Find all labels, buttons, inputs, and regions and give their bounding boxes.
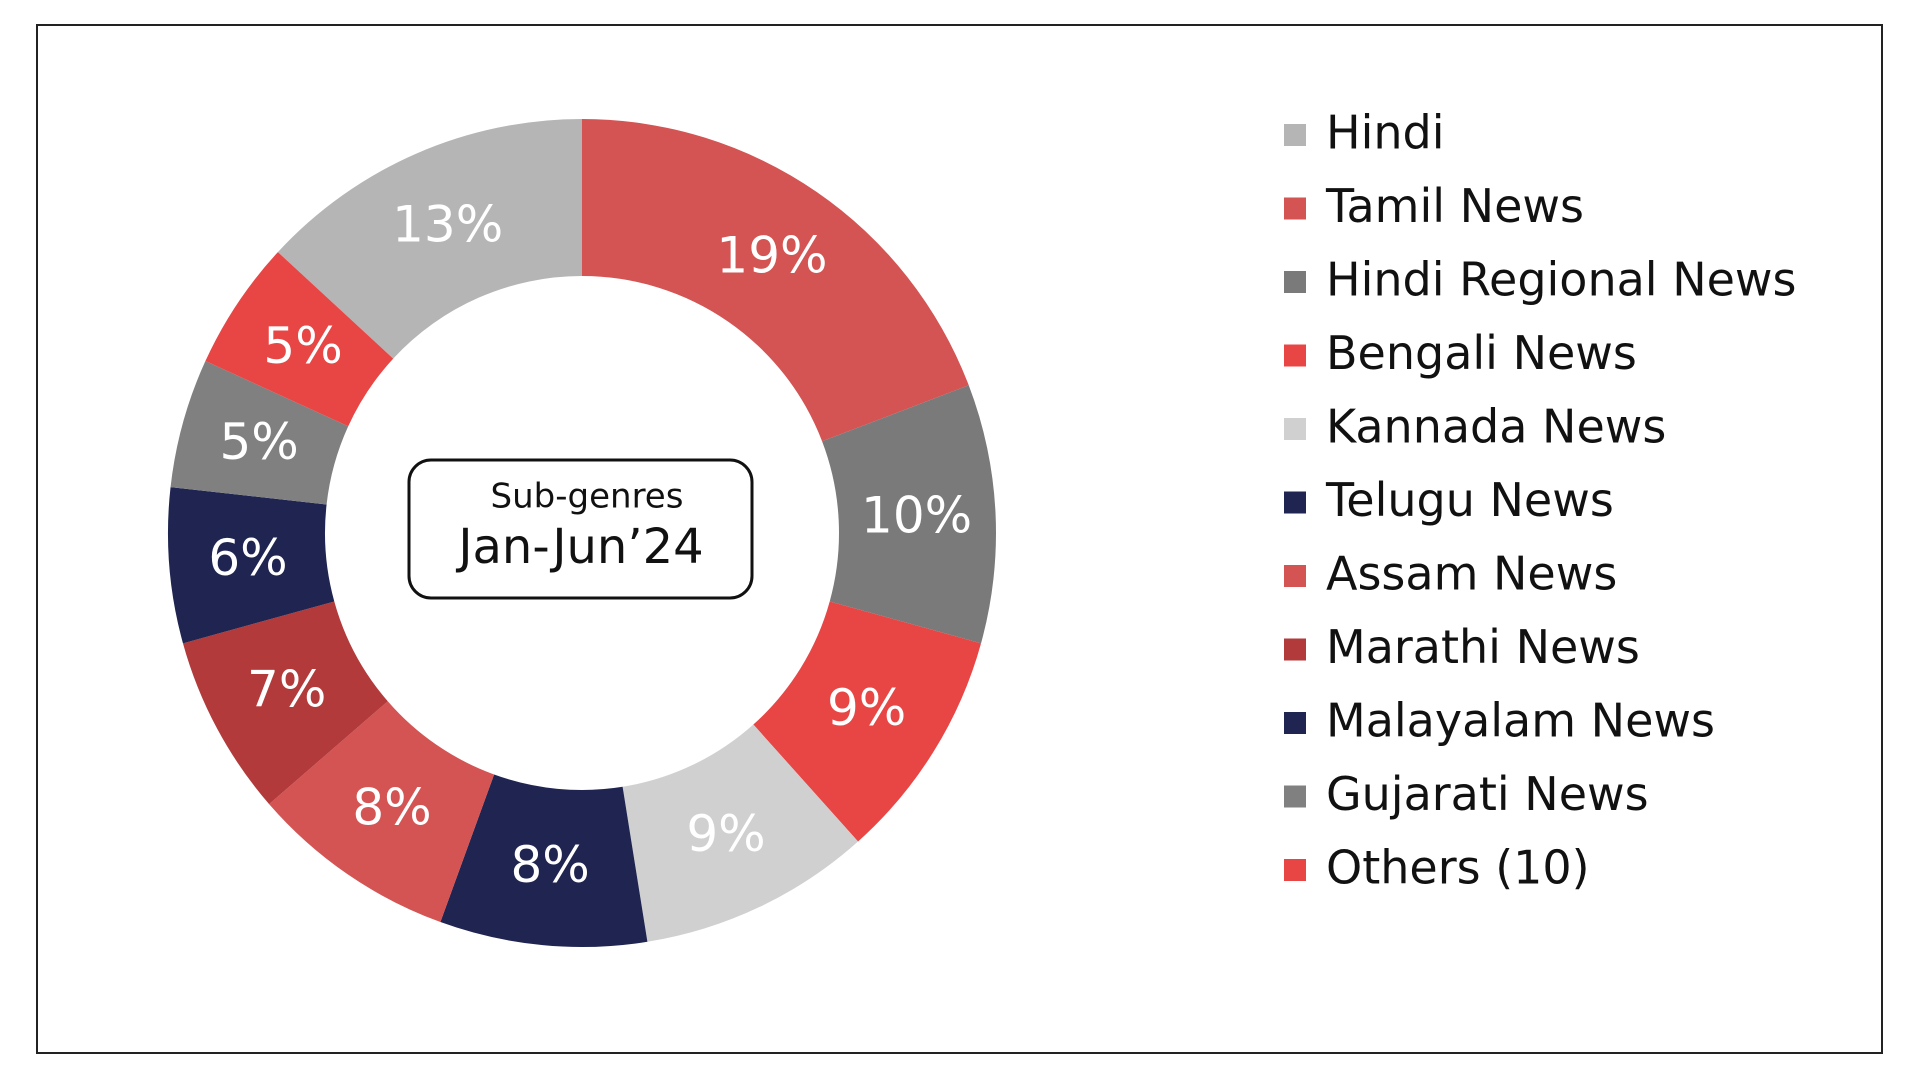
legend-swatch	[1284, 859, 1306, 881]
slice	[753, 601, 982, 842]
legend-swatch	[1284, 197, 1306, 220]
slice	[182, 601, 388, 805]
legend-label: Marathi News	[1326, 620, 1640, 674]
slice	[440, 774, 648, 947]
legend-swatch	[1284, 491, 1306, 514]
legend-swatch	[1284, 638, 1306, 661]
legend-label: Assam News	[1326, 547, 1617, 601]
data-label: 13%	[392, 196, 503, 254]
legend-label: Bengali News	[1326, 326, 1637, 380]
legend-label: Tamil News	[1325, 179, 1584, 233]
slice	[582, 119, 969, 442]
data-label: 6%	[208, 529, 287, 587]
slice	[822, 385, 996, 644]
legend-label: Hindi Regional News	[1326, 253, 1797, 307]
data-label: 8%	[510, 836, 589, 894]
center-title: Sub-genres	[491, 477, 684, 517]
legend-swatch	[1284, 124, 1306, 146]
slice	[269, 701, 495, 923]
legend-swatch	[1284, 418, 1306, 440]
legend-swatch	[1284, 785, 1306, 808]
legend-label: Malayalam News	[1326, 694, 1715, 748]
data-label: 8%	[352, 778, 431, 836]
center-subtitle: Jan-Jun’24	[455, 519, 703, 575]
legend-label: Kannada News	[1326, 400, 1666, 454]
slice	[205, 252, 394, 427]
data-label: 9%	[827, 679, 906, 737]
legend-swatch	[1284, 565, 1306, 587]
legend-label: Others (10)	[1326, 841, 1590, 895]
slice	[170, 361, 349, 505]
data-label: 10%	[861, 487, 972, 545]
data-label: 19%	[716, 227, 827, 285]
slice	[277, 119, 582, 359]
data-label: 5%	[263, 317, 342, 375]
legend-label: Telugu News	[1325, 473, 1614, 527]
legend-swatch	[1284, 712, 1306, 734]
center-box	[407, 458, 754, 600]
legend-swatch	[1284, 271, 1306, 293]
slice	[622, 724, 859, 942]
legend-swatch	[1284, 344, 1306, 367]
data-label: 5%	[219, 413, 298, 471]
data-label: 9%	[686, 805, 765, 863]
legend-label: Gujarati News	[1326, 767, 1649, 821]
data-label: 7%	[247, 661, 326, 719]
slice	[168, 487, 335, 644]
legend-label: Hindi	[1326, 106, 1445, 160]
